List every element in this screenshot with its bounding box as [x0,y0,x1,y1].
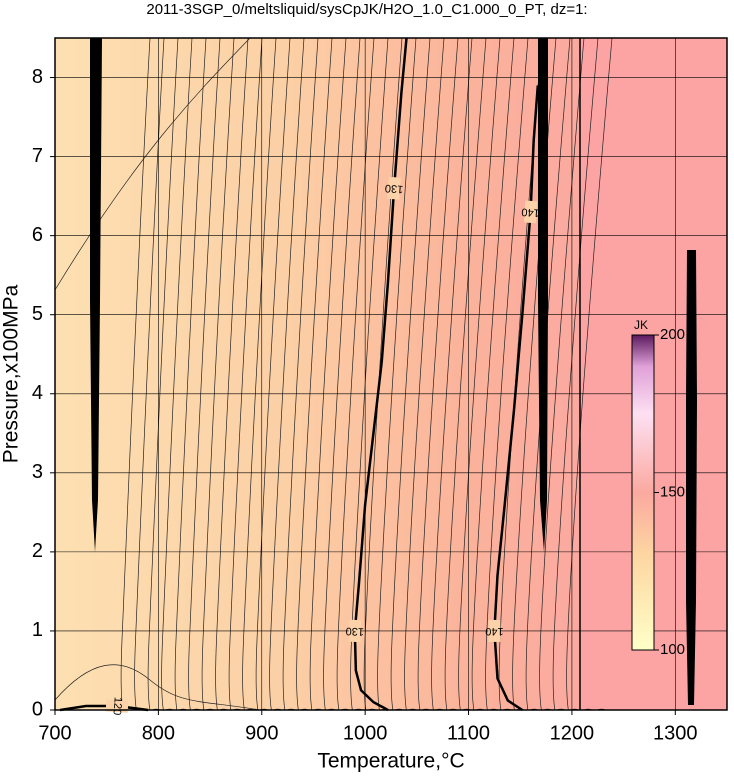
x-tick-label: 1000 [343,722,388,744]
contour-label: 130 [345,625,364,638]
y-tick-label: 5 [32,303,43,325]
y-tick-label: 3 [32,461,43,483]
contour [59,704,149,712]
x-tick-label: 1100 [447,722,490,744]
contour-lines [55,38,613,710]
contour-line [282,38,323,710]
y-tick-label: 2 [32,540,43,562]
contour-line [431,38,473,710]
field [55,38,580,710]
contour-line [323,38,363,710]
contour-line [269,38,309,710]
contour-line [55,38,251,291]
contour-line [363,38,404,710]
contour-line [417,38,459,710]
contour-line [309,38,350,710]
contour-line [377,38,417,710]
contour-line [55,664,261,710]
colorbar-tick-label: 200 [660,326,685,343]
colorbar-tick-label: 100 [660,641,685,658]
contour-line [147,38,188,710]
y-tick-label: 6 [32,224,43,246]
x-tick-label: 1200 [550,722,595,744]
x-tick-label: 900 [245,722,278,744]
x-tick-label: 1300 [653,722,698,744]
contour-line [390,38,431,710]
contour-line [552,38,599,710]
contour-line [458,38,501,710]
contour-label: 140 [485,625,503,637]
y-tick-label: 0 [32,698,43,720]
contour-label-bg [523,200,538,224]
y-axis-label: Pressure,x100MPa [0,284,23,463]
contour-label: 140 [521,205,540,218]
x-tick-label: 800 [142,722,175,744]
x-axis-label: Temperature,°C [317,750,464,773]
colorbar-label: JK [634,318,648,332]
chart-title: 2011-3SGP_0/meltsliquid/sysCpJK/H2O_1.0_… [146,1,587,18]
contour-line [215,38,255,710]
contour-line [525,38,571,710]
contour-label: 120 [111,697,124,716]
contour-line [228,38,269,710]
contour-line [242,38,282,710]
colorbar-tick-label: 150 [660,483,685,500]
contour-line [444,38,487,710]
contour-line [161,38,201,710]
contour-line [296,38,336,710]
y-tick-label: 1 [32,619,43,641]
phase-boundaries [90,38,697,705]
contour-line [566,38,613,710]
plot-frame [54,37,728,711]
contour-line [201,38,242,710]
contour-line [350,38,390,710]
contour-line [188,38,228,710]
contour-line [174,38,215,710]
contour-line [539,38,585,710]
contour-label-bg [488,619,501,642]
contour-line [336,38,377,710]
y-tick-label: 4 [32,382,43,404]
contour-line [404,38,445,710]
contour-line [134,38,174,710]
contour-line [485,38,529,710]
colorbar [631,334,655,651]
y-tick-label: 7 [32,145,43,167]
y-tick-label: 8 [32,66,43,88]
contour-line [471,38,515,710]
contour-label: 130 [385,182,404,195]
contour-line [255,38,296,710]
x-tick-label: 700 [38,722,71,744]
contour-label-bg [348,619,362,643]
contour-label-bg [387,176,401,200]
contour-line [120,38,161,710]
